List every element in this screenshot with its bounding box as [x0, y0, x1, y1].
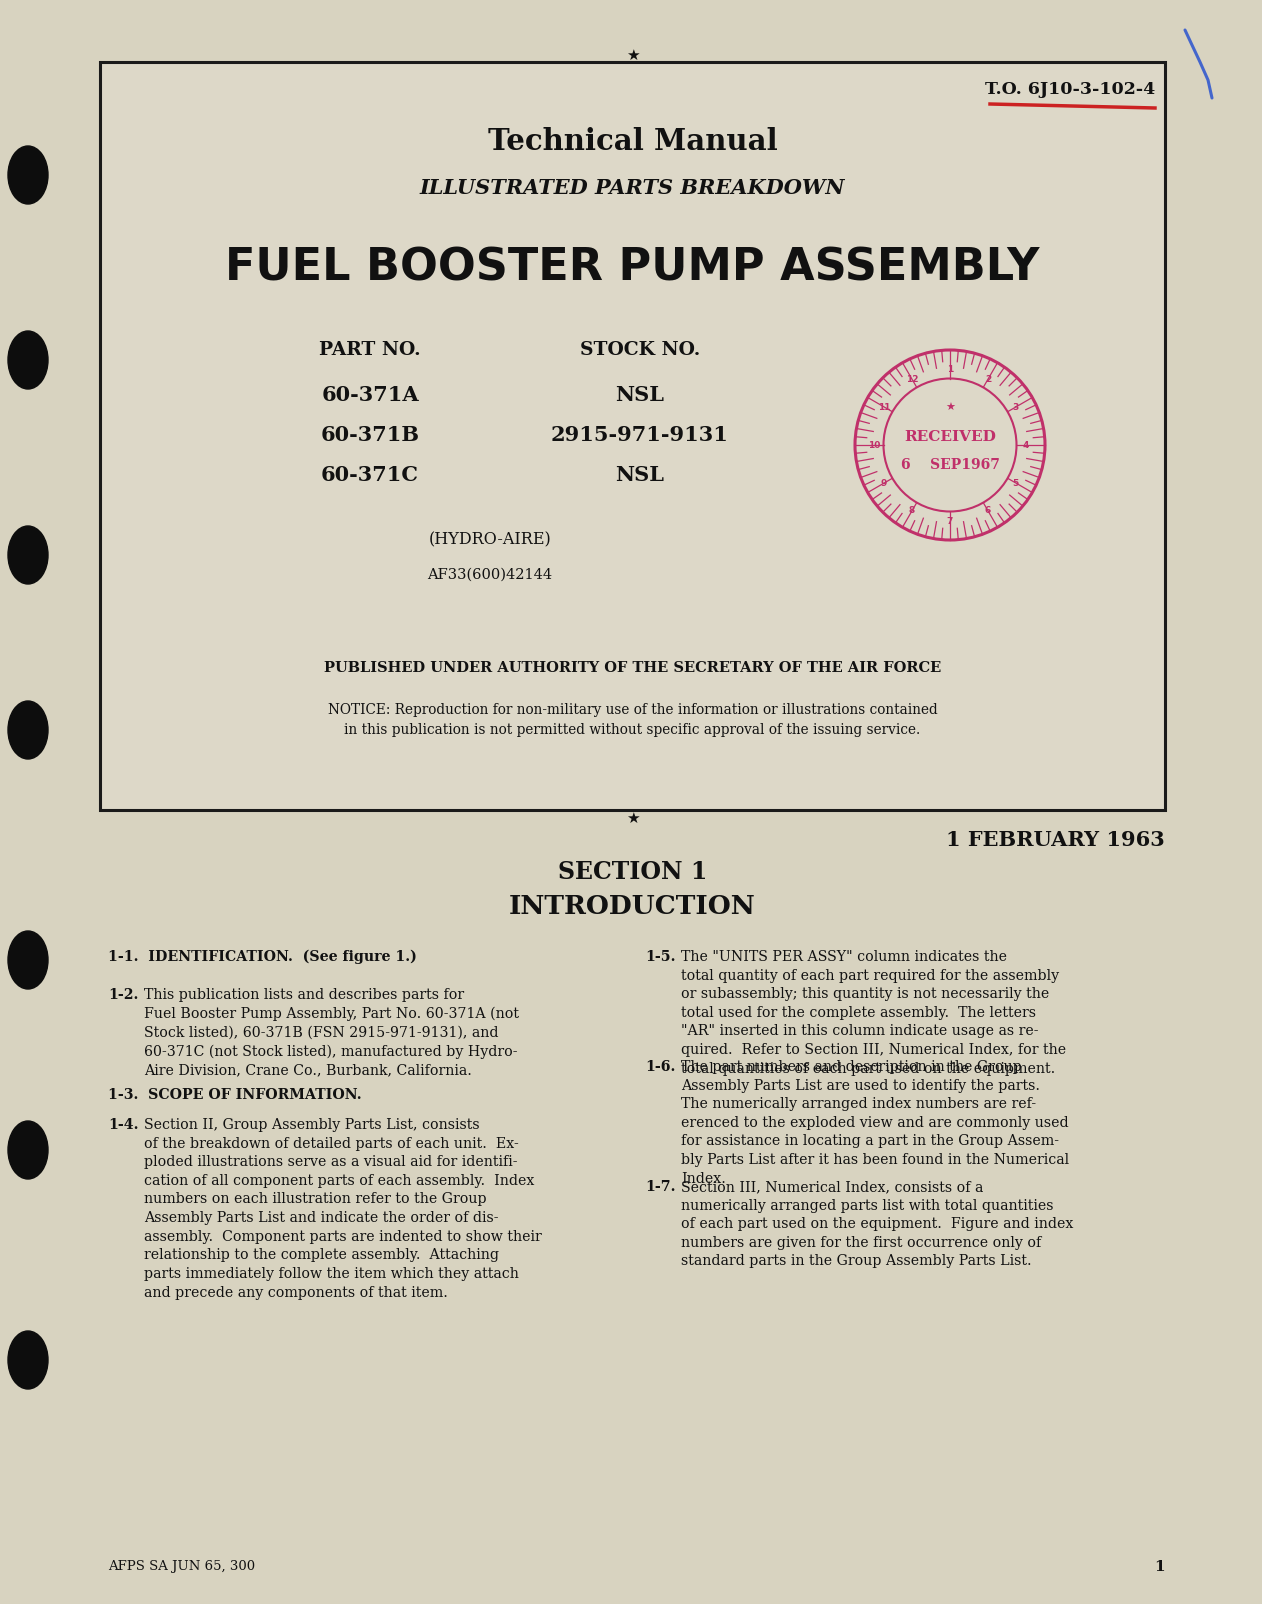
Text: 1-1.  IDENTIFICATION.  (See figure 1.): 1-1. IDENTIFICATION. (See figure 1.) — [109, 950, 416, 964]
Text: 2915-971-9131: 2915-971-9131 — [551, 425, 729, 444]
Text: 60-371B: 60-371B — [321, 425, 419, 444]
Ellipse shape — [8, 1121, 48, 1179]
Text: 1: 1 — [946, 364, 953, 374]
Text: in this publication is not permitted without specific approval of the issuing se: in this publication is not permitted wit… — [345, 723, 920, 736]
Text: FUEL BOOSTER PUMP ASSEMBLY: FUEL BOOSTER PUMP ASSEMBLY — [226, 247, 1040, 289]
Text: 1 FEBRUARY 1963: 1 FEBRUARY 1963 — [946, 829, 1165, 850]
Text: 12: 12 — [906, 375, 919, 383]
Text: T.O. 6J10-3-102-4: T.O. 6J10-3-102-4 — [984, 82, 1155, 98]
Ellipse shape — [8, 930, 48, 990]
Text: 1-6.: 1-6. — [645, 1060, 675, 1075]
Text: NSL: NSL — [616, 465, 665, 484]
Text: (HYDRO-AIRE): (HYDRO-AIRE) — [429, 531, 551, 549]
Text: Technical Manual: Technical Manual — [487, 127, 777, 157]
Text: 2: 2 — [984, 375, 991, 383]
Text: 1-2.: 1-2. — [109, 988, 139, 1002]
Text: Section III, Numerical Index, consists of a
numerically arranged parts list with: Section III, Numerical Index, consists o… — [681, 1181, 1074, 1269]
Text: STOCK NO.: STOCK NO. — [579, 342, 700, 359]
Text: RECEIVED: RECEIVED — [904, 430, 996, 444]
Text: The part numbers and description in the Group
Assembly Parts List are used to id: The part numbers and description in the … — [681, 1060, 1069, 1185]
Text: 6: 6 — [984, 507, 991, 515]
Text: 5: 5 — [1012, 478, 1018, 488]
Text: 9: 9 — [881, 478, 887, 488]
Text: PART NO.: PART NO. — [319, 342, 420, 359]
Text: ★: ★ — [626, 810, 640, 826]
Text: 7: 7 — [946, 516, 953, 526]
Ellipse shape — [8, 146, 48, 204]
Ellipse shape — [8, 330, 48, 390]
Text: ILLUSTRATED PARTS BREAKDOWN: ILLUSTRATED PARTS BREAKDOWN — [420, 178, 846, 197]
Text: ★: ★ — [945, 404, 955, 414]
Text: 1-5.: 1-5. — [645, 950, 675, 964]
Text: 10: 10 — [868, 441, 880, 449]
Text: This publication lists and describes parts for
Fuel Booster Pump Assembly, Part : This publication lists and describes par… — [144, 988, 519, 1078]
Text: PUBLISHED UNDER AUTHORITY OF THE SECRETARY OF THE AIR FORCE: PUBLISHED UNDER AUTHORITY OF THE SECRETA… — [324, 661, 941, 675]
Text: SECTION 1: SECTION 1 — [558, 860, 707, 884]
Text: 11: 11 — [878, 403, 891, 412]
Bar — [100, 63, 1165, 810]
Text: 1-3.  SCOPE OF INFORMATION.: 1-3. SCOPE OF INFORMATION. — [109, 1088, 362, 1102]
Ellipse shape — [8, 1331, 48, 1389]
Text: 1-7.: 1-7. — [645, 1181, 675, 1193]
Text: 60-371A: 60-371A — [322, 385, 419, 404]
Ellipse shape — [8, 701, 48, 759]
Text: AFPS SA JUN 65, 300: AFPS SA JUN 65, 300 — [109, 1561, 255, 1574]
Text: 60-371C: 60-371C — [321, 465, 419, 484]
Text: ★: ★ — [626, 48, 640, 63]
Text: 1-4.: 1-4. — [109, 1118, 139, 1132]
Ellipse shape — [8, 526, 48, 584]
Text: Section II, Group Assembly Parts List, consists
of the breakdown of detailed par: Section II, Group Assembly Parts List, c… — [144, 1118, 541, 1299]
Text: 4: 4 — [1022, 441, 1030, 449]
Text: The "UNITS PER ASSY" column indicates the
total quantity of each part required f: The "UNITS PER ASSY" column indicates th… — [681, 950, 1066, 1076]
Text: NSL: NSL — [616, 385, 665, 404]
Text: 6    SEP1967: 6 SEP1967 — [901, 459, 1000, 472]
Text: INTRODUCTION: INTRODUCTION — [509, 893, 756, 919]
Text: 3: 3 — [1012, 403, 1018, 412]
Text: 1: 1 — [1155, 1561, 1165, 1574]
Text: 8: 8 — [909, 507, 915, 515]
Text: NOTICE: Reproduction for non-military use of the information or illustrations co: NOTICE: Reproduction for non-military us… — [328, 703, 938, 717]
Text: AF33(600)42144: AF33(600)42144 — [428, 568, 553, 582]
